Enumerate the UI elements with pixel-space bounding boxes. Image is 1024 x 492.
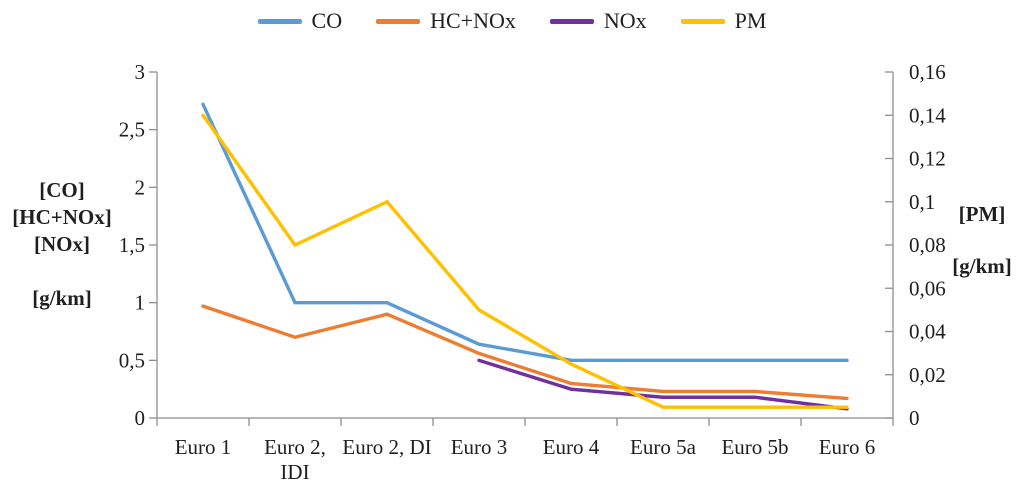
y-axis-right-tick-label: 0,12 bbox=[909, 147, 946, 171]
legend-swatch-hc-nox bbox=[376, 18, 421, 24]
y-axis-right-tick-label: 0,16 bbox=[909, 60, 946, 84]
series-line-nox bbox=[477, 358, 849, 411]
legend-label: PM bbox=[734, 8, 767, 33]
x-axis-category-label: Euro 1 bbox=[175, 435, 232, 459]
y-axis-left-tick-label: 2,5 bbox=[119, 118, 145, 142]
axis-title-line: [g/km] bbox=[32, 286, 92, 310]
y-axis-right-tick-label: 0,1 bbox=[909, 190, 935, 214]
x-axis-category-label: Euro 5b bbox=[721, 435, 788, 459]
legend-item-nox: NOx bbox=[549, 8, 647, 34]
legend-swatch-pm bbox=[680, 18, 725, 24]
y-axis-left-tick-label: 0 bbox=[135, 406, 146, 430]
series-line-pm bbox=[201, 113, 849, 409]
y-axis-right-tick-label: 0 bbox=[909, 406, 920, 430]
series-line-co bbox=[201, 102, 849, 363]
y-axis-left-tick-label: 1,5 bbox=[119, 233, 145, 257]
y-axis-right-tick-label: 0,08 bbox=[909, 233, 946, 257]
legend-label: NOx bbox=[603, 8, 647, 33]
legend-label: HC+NOx bbox=[430, 8, 516, 33]
axis-title-line: [PM] bbox=[958, 202, 1006, 226]
y-axis-left-tick-label: 1 bbox=[135, 291, 146, 315]
x-axis-category-label: Euro 3 bbox=[451, 435, 508, 459]
chart-legend: CO HC+NOx NOx PM bbox=[0, 4, 1024, 38]
legend-label: CO bbox=[311, 8, 343, 33]
legend-swatch-co bbox=[257, 18, 302, 24]
x-axis-category-label: Euro 2, IDI bbox=[264, 435, 326, 484]
y-axis-right-tick-label: 0,06 bbox=[909, 276, 946, 300]
right-axis-title: [PM] [g/km] bbox=[940, 201, 1024, 279]
y-axis-left-tick-label: 3 bbox=[135, 60, 146, 84]
legend-item-hc-nox: HC+NOx bbox=[376, 8, 516, 34]
legend-item-co: CO bbox=[257, 8, 343, 34]
y-axis-left-tick-label: 0,5 bbox=[119, 348, 145, 372]
axis-title-line: [CO] bbox=[39, 178, 85, 202]
x-axis-category-label: Euro 2, DI bbox=[342, 435, 431, 459]
axis-title-line: [HC+NOx] bbox=[12, 205, 112, 229]
left-axis-title: [CO] [HC+NOx] [NOx] [g/km] bbox=[2, 177, 122, 312]
series-line-hc-nox bbox=[201, 304, 849, 401]
y-axis-right-tick-label: 0,14 bbox=[909, 103, 946, 127]
axis-title-line: [NOx] bbox=[34, 232, 90, 256]
y-axis-left-tick-label: 2 bbox=[135, 175, 146, 199]
legend-item-pm: PM bbox=[680, 8, 767, 34]
legend-swatch-nox bbox=[549, 18, 594, 24]
axis-title-line: [g/km] bbox=[952, 254, 1012, 278]
y-axis-right-tick-label: 0,02 bbox=[909, 363, 946, 387]
x-axis-category-label: Euro 4 bbox=[543, 435, 600, 459]
x-axis-category-label: Euro 6 bbox=[819, 435, 876, 459]
x-axis-category-label: Euro 5a bbox=[630, 435, 697, 459]
y-axis-right-tick-label: 0,04 bbox=[909, 320, 946, 344]
